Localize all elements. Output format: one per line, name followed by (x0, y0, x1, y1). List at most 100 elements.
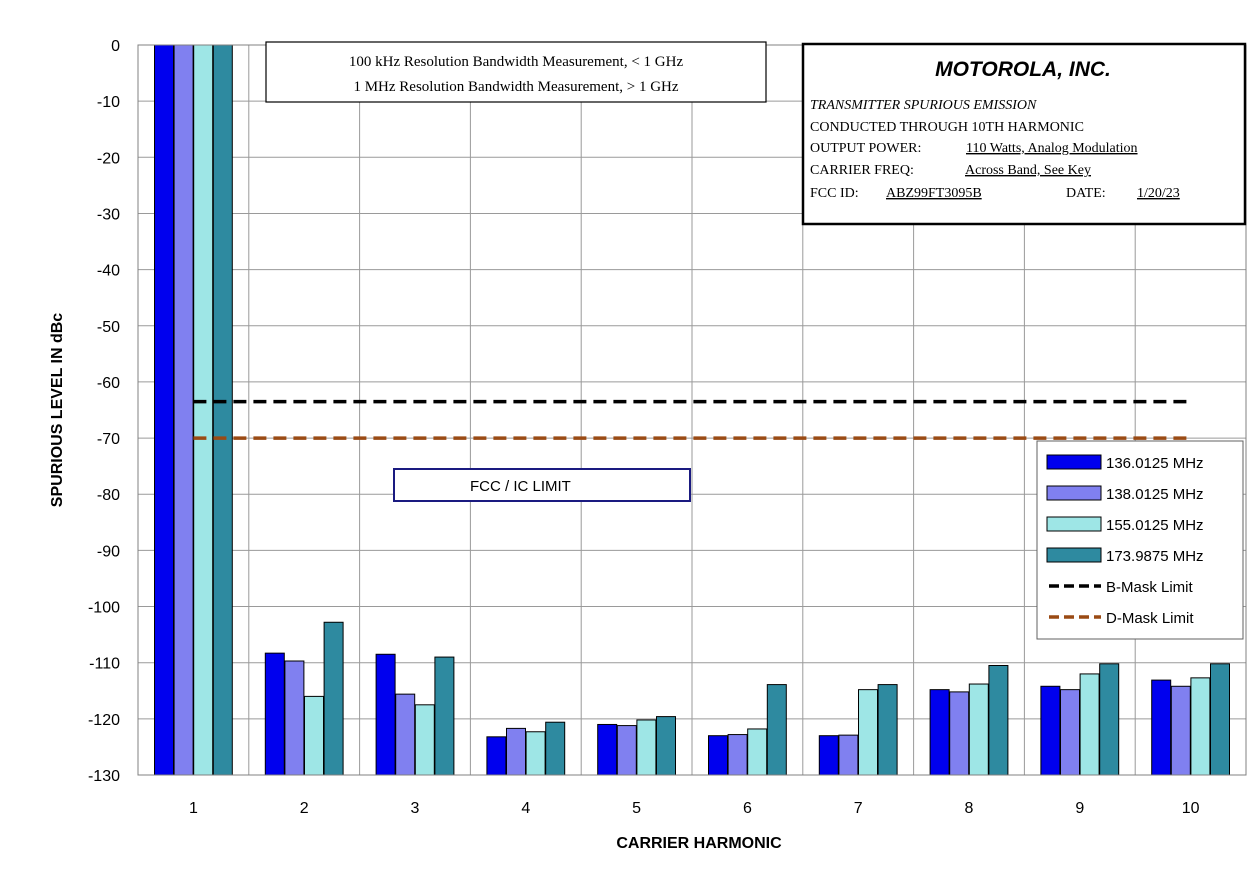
bar (486, 736, 507, 776)
info-freq-value: Across Band, See Key (965, 163, 1091, 178)
y-tick-label: -80 (97, 487, 120, 504)
bar (434, 656, 455, 776)
info-box-frame (801, 42, 1247, 226)
x-tick-label: 4 (521, 800, 530, 817)
info-fcc-value: ABZ99FT3095B (886, 186, 982, 201)
bar (747, 728, 768, 776)
legend-frame (1036, 440, 1244, 640)
y-tick-label: -120 (88, 712, 120, 729)
x-tick-label: 1 (189, 800, 198, 817)
limit-annotation: FCC / IC LIMIT (393, 468, 691, 502)
bar (414, 704, 435, 776)
y-tick-label: -130 (88, 768, 120, 785)
rbw-annotation-box (265, 41, 767, 103)
bar (656, 716, 676, 776)
legend-label: 155.0125 MHz (1106, 517, 1204, 534)
x-tick-label: 10 (1182, 800, 1200, 817)
legend: 136.0125 MHz 138.0125 MHz 155.0125 MHz 173.… (1036, 440, 1244, 640)
legend-label: D-Mask Limit (1106, 610, 1194, 627)
x-tick-label: 3 (411, 800, 420, 817)
bar (154, 44, 174, 776)
legend-swatch (1046, 547, 1102, 563)
bar (1060, 689, 1080, 776)
x-axis-title: CARRIER HARMONIC (616, 835, 782, 852)
bar (1190, 677, 1211, 776)
y-tick-label: -70 (97, 431, 120, 448)
bar (949, 691, 970, 776)
bar (838, 734, 859, 776)
info-power-label: OUTPUT POWER: (810, 141, 921, 156)
x-tick-label: 9 (1075, 800, 1084, 817)
rbw-annotation-line2: 1 MHz Resolution Bandwidth Measurement, … (353, 79, 678, 95)
bar (304, 695, 324, 776)
bar (193, 44, 214, 776)
bar (1079, 673, 1100, 776)
limit-lines (193, 399, 1191, 440)
info-freq-label: CARRIER FREQ: (810, 163, 914, 178)
info-box: MOTOROLA, INC. TRANSMITTER SPURIOUS EMIS… (801, 42, 1247, 226)
legend-swatch (1046, 454, 1102, 470)
x-tick-labels: 1 2 3 4 5 6 7 8 9 10 (189, 800, 1200, 817)
x-tick-label: 7 (854, 800, 863, 817)
bar (173, 44, 194, 776)
y-tick-label: -100 (88, 600, 120, 617)
y-tick-label: -10 (97, 94, 120, 111)
rbw-annotation: 100 kHz Resolution Bandwidth Measurement… (265, 41, 767, 103)
info-line-emission: TRANSMITTER SPURIOUS EMISSION (810, 98, 1037, 113)
bar (1040, 685, 1061, 776)
info-date-value: 1/20/23 (1137, 186, 1180, 201)
bar (323, 621, 344, 776)
x-tick-label: 5 (632, 800, 641, 817)
bar (212, 44, 233, 776)
bar (506, 727, 526, 776)
x-tick-label: 6 (743, 800, 752, 817)
bar (877, 684, 898, 776)
x-tick-label: 8 (965, 800, 974, 817)
bar (597, 723, 618, 776)
bar (1210, 663, 1230, 776)
legend-label: B-Mask Limit (1106, 579, 1194, 596)
bar (1151, 679, 1172, 776)
bar (727, 734, 748, 776)
legend-label: 173.9875 MHz (1106, 548, 1204, 565)
y-tick-labels: 0 -10 -20 -30 -40 -50 -60 -70 -80 -90 -100 -110 -120… (88, 38, 120, 785)
y-tick-label: -40 (97, 263, 120, 280)
bar (858, 689, 878, 776)
company-name: MOTOROLA, INC. (935, 58, 1111, 81)
bar (395, 693, 416, 776)
legend-swatch (1046, 485, 1102, 501)
bar (545, 721, 566, 776)
bar (375, 653, 396, 776)
bar (284, 660, 305, 776)
y-tick-label: 0 (111, 38, 120, 55)
bar (1170, 685, 1191, 776)
y-axis-title: SPURIOUS LEVEL IN dBc (49, 313, 66, 508)
bar (818, 735, 839, 776)
x-tick-label: 2 (300, 800, 309, 817)
info-power-value: 110 Watts, Analog Modulation (966, 141, 1138, 156)
y-tick-label: -20 (97, 150, 120, 167)
bar (929, 689, 950, 776)
bar (616, 725, 637, 776)
limit-annotation-box (393, 468, 691, 502)
y-tick-label: -30 (97, 206, 120, 223)
y-tick-label: -50 (97, 319, 120, 336)
bar (708, 735, 728, 776)
bar (264, 652, 285, 776)
legend-label: 138.0125 MHz (1106, 486, 1204, 503)
bar (525, 731, 546, 776)
bar (988, 665, 1009, 776)
rbw-annotation-line1: 100 kHz Resolution Bandwidth Measurement… (349, 54, 684, 70)
y-tick-label: -110 (89, 656, 120, 673)
info-fcc-label: FCC ID: (810, 186, 859, 201)
legend-swatch (1046, 516, 1102, 532)
info-date-label: DATE: (1066, 186, 1106, 201)
bar (968, 683, 989, 776)
limit-annotation-text: FCC / IC LIMIT (470, 478, 571, 495)
bar (636, 719, 657, 776)
y-tick-label: -60 (97, 375, 120, 392)
bar (1099, 663, 1120, 776)
info-line-harmonic: CONDUCTED THROUGH 10TH HARMONIC (810, 120, 1084, 135)
bar-series (154, 44, 1230, 776)
